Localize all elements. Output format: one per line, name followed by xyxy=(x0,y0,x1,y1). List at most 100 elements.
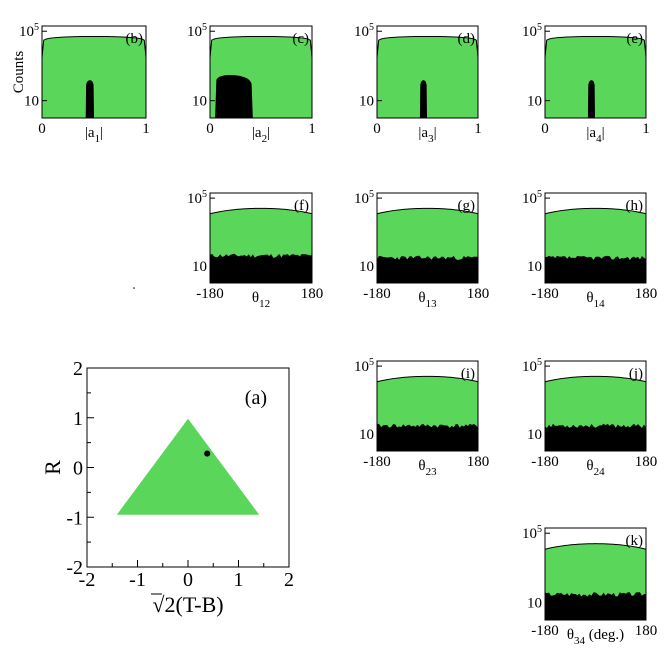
panel-label-f: (f) xyxy=(294,198,309,214)
y-tick-base: 10 xyxy=(522,526,537,542)
plot-frame-i xyxy=(376,360,479,452)
x-axis-label-b: |a1| xyxy=(85,125,103,145)
y-tick-label-d: 10 xyxy=(359,94,374,110)
x-tick-label-h: -180 xyxy=(531,286,559,302)
x-tick-label-k: -180 xyxy=(531,623,559,639)
x-tick-label-a: 1 xyxy=(234,569,244,591)
panel-label-a: (a) xyxy=(245,387,267,409)
x-axis-label-a: √2(T-B) xyxy=(152,592,223,617)
series-green-d xyxy=(376,35,479,119)
y-tick-base: 10 xyxy=(19,24,34,40)
x-tick-label-i: 180 xyxy=(467,454,490,470)
plot-frame-d xyxy=(376,25,479,119)
y-tick-exponent: 5 xyxy=(537,524,542,535)
x-axis-label-main: |a xyxy=(586,125,596,141)
panel-label-g: (g) xyxy=(458,198,476,214)
x-axis-label-tail: | xyxy=(434,125,437,141)
series-black-j xyxy=(545,423,646,451)
x-axis-label-subscript: 23 xyxy=(426,466,438,478)
series-black-h xyxy=(545,255,646,283)
y-tick-base: 10 xyxy=(359,427,374,443)
y-tick-base: 10 xyxy=(522,191,537,207)
x-tick-label-d: 0 xyxy=(373,121,381,137)
x-axis-label-h: θ14 xyxy=(586,290,605,310)
x-tick-label-f: 180 xyxy=(301,286,324,302)
x-axis-label-main: θ xyxy=(418,458,425,474)
y-tick-label-h: 105 xyxy=(522,189,542,207)
panel-label-b: (b) xyxy=(126,31,144,47)
x-axis-label-subscript: 13 xyxy=(426,298,438,310)
x-axis-label-tail: | xyxy=(267,125,270,141)
plot-frame-j xyxy=(544,360,647,452)
x-axis-label-main: θ xyxy=(567,627,574,643)
x-axis-label-i: θ23 xyxy=(418,458,437,478)
y-tick-label-c: 10 xyxy=(192,94,207,110)
y-tick-label-g: 105 xyxy=(354,189,374,207)
x-axis-label-main: θ xyxy=(586,290,593,306)
y-tick-exponent: 5 xyxy=(369,189,374,200)
plot-frame-c xyxy=(209,25,313,119)
y-tick-label-i: 105 xyxy=(354,357,374,375)
x-axis-label-main: θ xyxy=(586,458,593,474)
x-axis-label-c: |a2| xyxy=(252,125,270,145)
x-axis-label-f: θ12 xyxy=(252,290,270,310)
x-tick-label-j: -180 xyxy=(531,454,559,470)
y-tick-label-a: -1 xyxy=(66,507,83,529)
x-axis-label-e: |a4| xyxy=(586,125,604,145)
plot-frame-e xyxy=(544,25,647,119)
x-axis-label-subscript: 2 xyxy=(262,133,268,145)
x-axis-label-j: θ24 xyxy=(586,458,605,478)
series-black-f xyxy=(210,253,312,283)
x-tick-label-f: -180 xyxy=(196,286,224,302)
y-tick-label-g: 10 xyxy=(359,259,374,275)
y-axis-label-b: Counts xyxy=(11,51,27,94)
y-tick-base: 10 xyxy=(354,359,369,375)
y-tick-exponent: 5 xyxy=(369,357,374,368)
panel-label-e: (e) xyxy=(626,31,643,47)
x-axis-label-subscript: 4 xyxy=(596,133,602,145)
x-axis-label-tail: | xyxy=(602,125,605,141)
y-tick-base: 10 xyxy=(527,427,542,443)
x-tick-label-c: 0 xyxy=(206,121,214,137)
plot-frame-f xyxy=(209,192,313,284)
y-tick-label-j: 10 xyxy=(527,427,542,443)
y-tick-base: 10 xyxy=(522,24,537,40)
y-tick-label-j: 105 xyxy=(522,357,542,375)
panel-label-i: (i) xyxy=(461,366,475,382)
y-tick-base: 10 xyxy=(24,94,39,110)
panel-label-d: (d) xyxy=(458,31,476,47)
y-tick-label-k: 105 xyxy=(522,524,542,542)
x-tick-label-g: -180 xyxy=(363,286,391,302)
y-tick-label-f: 105 xyxy=(187,189,207,207)
x-tick-label-e: 0 xyxy=(541,121,549,137)
series-black-k xyxy=(545,592,646,620)
x-tick-label-h: 180 xyxy=(635,286,658,302)
plot-frame-h xyxy=(544,192,647,284)
y-tick-exponent: 5 xyxy=(202,22,207,33)
x-axis-label-main: θ xyxy=(252,290,259,306)
y-tick-exponent: 5 xyxy=(202,189,207,200)
y-axis-label-a: R xyxy=(40,460,65,475)
y-tick-label-d: 105 xyxy=(354,22,374,40)
x-tick-label-c: 1 xyxy=(308,121,316,137)
x-axis-label-k: θ34 (deg.) xyxy=(567,627,624,647)
y-tick-exponent: 5 xyxy=(369,22,374,33)
x-axis-label-main: |a xyxy=(85,125,95,141)
y-tick-exponent: 5 xyxy=(34,22,39,33)
y-tick-base: 10 xyxy=(192,94,207,110)
y-tick-base: 10 xyxy=(192,259,207,275)
x-tick-label-a: -1 xyxy=(129,569,146,591)
data-point-black xyxy=(204,450,211,457)
x-axis-label-main: |a xyxy=(418,125,428,141)
x-axis-label-subscript: 3 xyxy=(428,133,434,145)
x-tick-label-b: 1 xyxy=(142,121,150,137)
x-axis-label-main: θ xyxy=(418,290,425,306)
y-tick-base: 10 xyxy=(527,259,542,275)
